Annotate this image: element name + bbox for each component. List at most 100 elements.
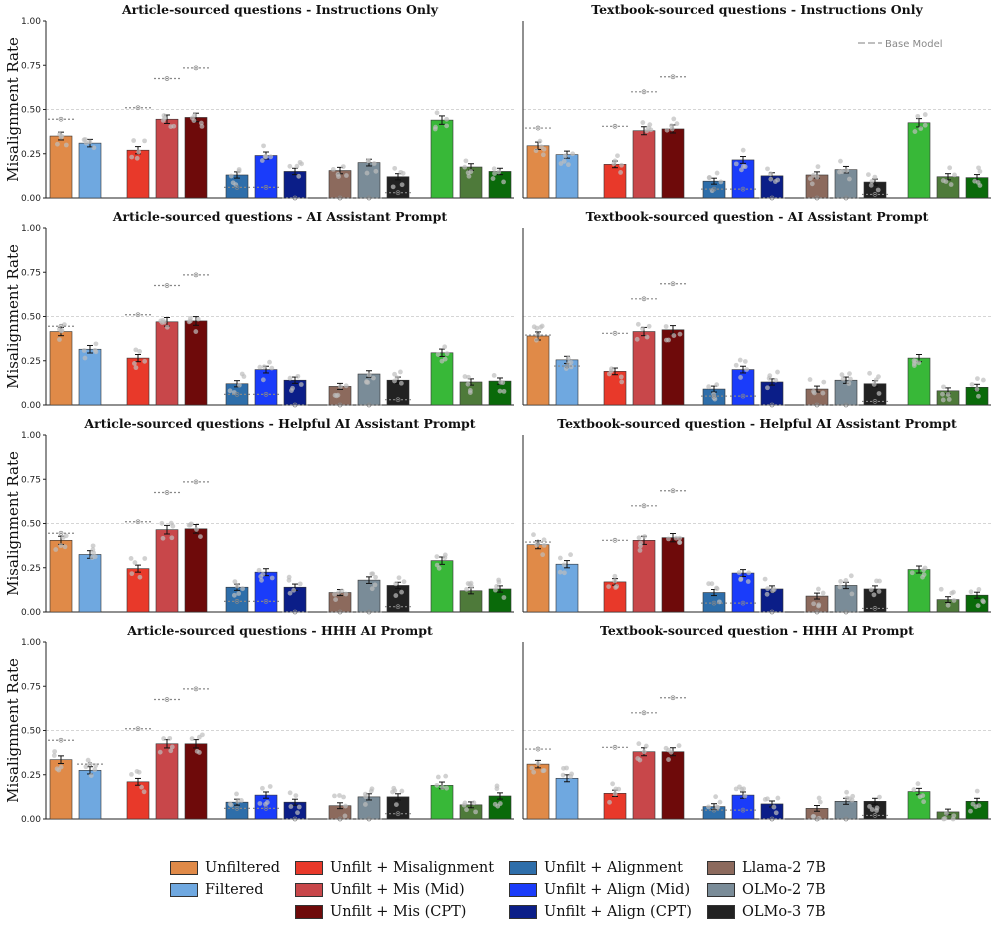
legend-swatch-unfilt-align xyxy=(509,861,537,875)
base-model-point xyxy=(135,105,141,111)
seed-point xyxy=(436,565,442,571)
seed-point xyxy=(236,168,242,174)
seed-point xyxy=(742,359,748,364)
seed-point xyxy=(712,396,718,402)
seed-point xyxy=(619,162,624,168)
bar xyxy=(603,164,627,199)
bar xyxy=(555,154,579,199)
seed-point xyxy=(194,527,199,532)
bar xyxy=(430,785,454,820)
seed-point xyxy=(497,388,503,394)
base-model-point xyxy=(135,312,141,318)
seed-point xyxy=(443,773,449,779)
seed-point xyxy=(976,165,981,171)
seed-point xyxy=(200,732,205,738)
seed-point xyxy=(465,581,471,586)
seed-point xyxy=(768,171,773,177)
bar xyxy=(386,585,410,613)
seed-point xyxy=(87,139,93,145)
y-tick-label: 0.25 xyxy=(21,564,41,574)
seed-point xyxy=(867,804,872,809)
base-model-point xyxy=(535,539,541,545)
panel-title: Article-sourced questions - HHH AI Promp… xyxy=(126,623,433,638)
seed-point xyxy=(261,143,266,149)
seed-point xyxy=(261,364,267,370)
seed-point xyxy=(131,138,137,143)
seed-point xyxy=(921,799,927,805)
seed-point xyxy=(260,785,265,791)
seed-point xyxy=(811,601,817,607)
seed-point xyxy=(817,799,823,805)
seed-point xyxy=(464,807,469,813)
seed-point xyxy=(869,178,875,184)
legend-label-olmo3: OLMo-3 7B xyxy=(742,904,826,920)
seed-point xyxy=(160,535,166,541)
seed-point xyxy=(293,793,299,799)
legend-item-unfilt-mis: Unfilt + Misalignment xyxy=(295,858,494,878)
seed-point xyxy=(850,793,856,799)
base-model-point xyxy=(564,363,570,369)
seed-point xyxy=(848,573,854,579)
bar xyxy=(126,781,150,820)
seed-point xyxy=(336,174,341,180)
legend-swatch-unfilt-align-cpt xyxy=(509,905,537,919)
seed-point xyxy=(82,355,88,361)
seed-point xyxy=(256,567,262,573)
base-model-point xyxy=(58,737,64,743)
seed-point xyxy=(612,791,618,797)
base-model-point xyxy=(292,816,298,822)
seed-point xyxy=(873,377,879,383)
seed-point xyxy=(90,547,96,553)
base-model-point xyxy=(740,393,746,399)
seed-point xyxy=(737,357,743,363)
seed-point xyxy=(569,771,575,777)
seed-point xyxy=(951,598,957,603)
seed-point xyxy=(398,369,403,375)
legend-swatch-unfiltered xyxy=(170,861,198,875)
seed-point xyxy=(876,391,882,396)
legend-swatch-unfilt-mis-cpt xyxy=(295,905,323,919)
seed-point xyxy=(564,765,569,771)
y-tick-label: 0.00 xyxy=(21,401,41,411)
seed-point xyxy=(615,153,620,159)
seed-point xyxy=(535,761,541,766)
seed-point xyxy=(612,158,618,164)
base-model-point xyxy=(711,393,717,399)
seed-point xyxy=(849,591,855,597)
seed-point xyxy=(332,793,337,799)
seed-point xyxy=(373,574,378,580)
seed-point xyxy=(636,535,642,541)
seed-point xyxy=(490,176,496,181)
seed-point xyxy=(843,578,849,583)
seed-point xyxy=(363,802,368,807)
seed-point xyxy=(976,803,982,809)
y-axis-label: Misalignment Rate xyxy=(4,658,22,803)
seed-point xyxy=(938,586,944,592)
seed-point xyxy=(811,172,816,178)
seed-point xyxy=(811,814,817,819)
bar xyxy=(632,751,656,820)
seed-point xyxy=(718,179,724,185)
seed-point xyxy=(677,535,683,541)
seed-point xyxy=(296,804,302,810)
panel-title: Textbook-sourced question - AI Assistant… xyxy=(586,209,929,224)
seed-point xyxy=(492,801,498,807)
seed-point xyxy=(137,574,143,580)
y-axis-label: Misalignment Rate xyxy=(4,451,22,596)
base-model-point xyxy=(193,686,199,692)
bar xyxy=(49,135,73,199)
seed-point xyxy=(294,163,300,169)
panel-title: Textbook-sourced questions - Instruction… xyxy=(591,2,923,17)
base-model-point xyxy=(769,402,775,408)
seed-point xyxy=(945,392,951,397)
seed-point xyxy=(267,784,273,789)
seed-point xyxy=(393,581,399,587)
seed-point xyxy=(391,785,397,791)
base-model-point xyxy=(234,184,240,190)
seed-point xyxy=(540,152,546,158)
seed-point xyxy=(366,158,371,164)
seed-point xyxy=(976,393,981,399)
bar xyxy=(632,540,656,613)
seed-point xyxy=(399,589,404,595)
panel-title: Textbook-sourced question - Helpful AI A… xyxy=(557,416,957,431)
